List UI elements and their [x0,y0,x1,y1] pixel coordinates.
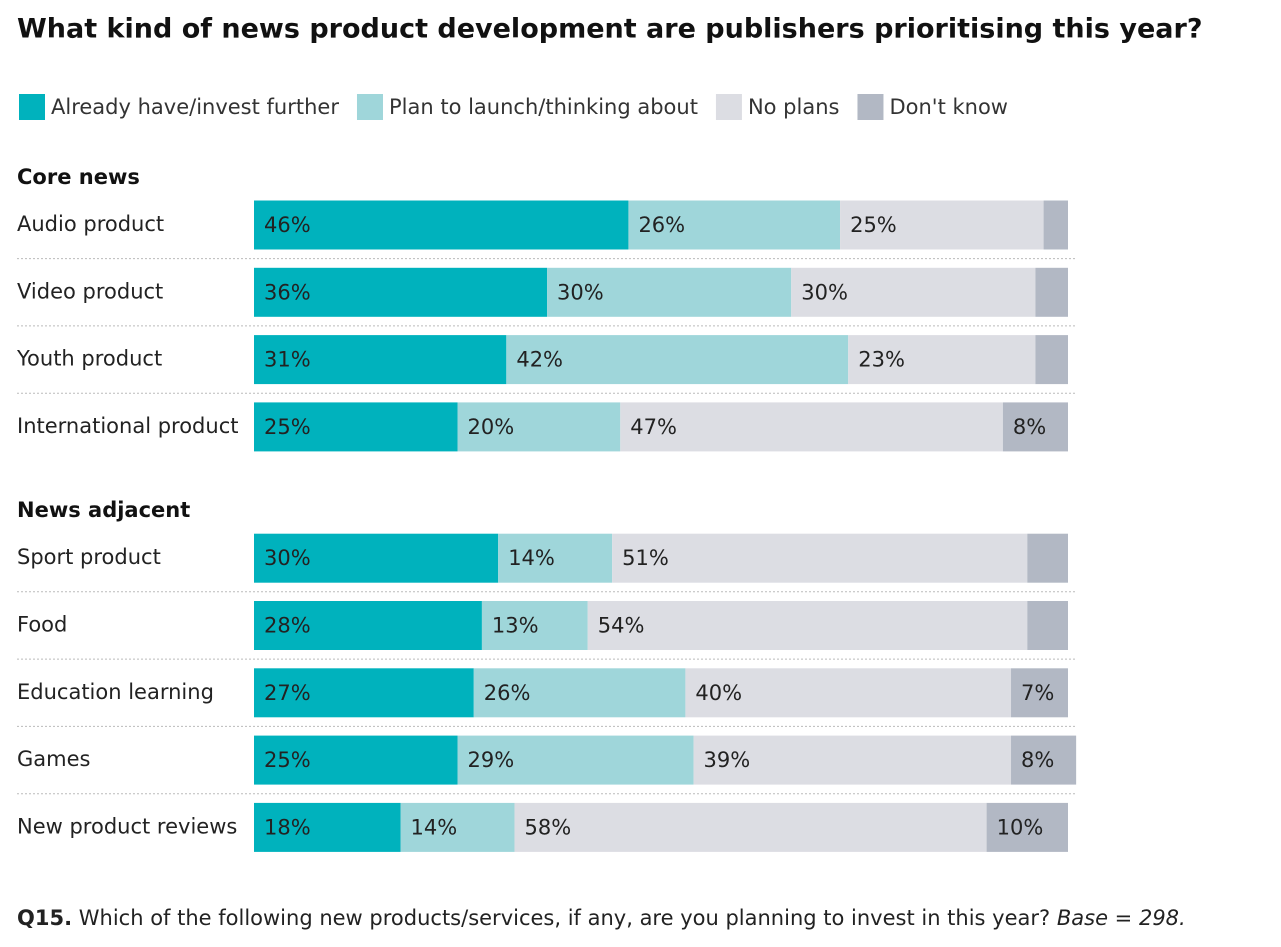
legend-swatch [19,94,45,120]
bar-segment [848,335,1036,385]
bar-segment [1027,601,1068,650]
bar-segment [628,200,841,250]
category-label: Education learning [17,680,214,704]
legend-label: Don't know [889,95,1008,119]
bar-segment [254,267,548,317]
group-header: News adjacent [17,498,190,522]
bar-segment [791,267,1036,317]
value-label: 25% [264,748,311,772]
category-label: Food [17,613,67,637]
value-label: 10% [997,815,1044,839]
bar-segment [1035,267,1068,317]
bar-segment [986,802,1068,852]
legend-label: Already have/invest further [51,95,339,119]
value-label: 36% [264,280,311,304]
value-label: 29% [468,748,515,772]
bar-segment [620,402,1003,452]
category-label: Sport product [17,545,161,569]
bar-segment [612,533,1028,583]
chart-title: What kind of news product development ar… [17,14,1202,45]
bar-segment [254,200,629,250]
category-label: New product reviews [17,814,237,838]
value-label: 27% [264,681,311,705]
value-label: 42% [516,348,563,372]
value-label: 51% [622,546,669,570]
category-label: Games [17,747,90,771]
footnote-text: Which of the following new products/serv… [79,906,1050,930]
value-label: 13% [492,614,539,638]
bar-segment [587,601,1028,650]
value-label: 30% [557,280,604,304]
bar-segment [1011,735,1077,785]
legend-swatch [715,94,742,120]
bar-segment [481,601,588,650]
value-label: 26% [638,213,685,237]
value-label: 14% [508,546,555,570]
value-label: 31% [264,348,311,372]
bar-segment [254,802,401,852]
value-label: 20% [468,415,515,439]
bar-segment [547,267,792,317]
bar-segment [254,735,458,785]
category-label: Video product [17,279,163,303]
legend-label: Plan to launch/thinking about [389,95,698,119]
bar-segment [254,335,507,385]
value-label: 54% [598,614,645,638]
category-label: International product [17,414,238,438]
legend-swatch [356,94,383,120]
bar-segment [1043,200,1068,250]
value-label: 40% [695,681,742,705]
bar-segment [400,802,515,852]
value-label: 39% [704,748,751,772]
bar-segment [457,735,694,785]
bar-segment [254,402,458,452]
category-label: Audio product [17,212,164,236]
bar-segment [1035,335,1068,385]
value-label: 47% [630,415,677,439]
footnote: Q15. Which of the following new products… [17,906,1186,930]
value-label: 18% [264,815,311,839]
bar-segment [840,200,1044,250]
bar-segment [457,402,621,452]
value-label: 23% [858,348,905,372]
legend-swatch [857,94,884,120]
footnote-base: Base = 298. [1057,906,1186,930]
value-label: 28% [264,614,311,638]
bar-segment [254,668,474,718]
bar-segment [685,668,1012,718]
bar-segment [254,601,482,650]
value-label: 7% [1021,681,1054,705]
value-label: 8% [1013,415,1046,439]
category-label: Youth product [16,347,162,371]
bar-segment [1002,402,1068,452]
value-label: 25% [264,415,311,439]
value-label: 58% [524,815,571,839]
value-label: 46% [264,213,311,237]
value-label: 30% [801,280,848,304]
bar-segment [254,533,499,583]
value-label: 30% [264,546,311,570]
bar-segment [506,335,849,385]
group-header: Core news [17,165,140,189]
value-label: 26% [484,681,531,705]
legend-label: No plans [748,95,840,119]
value-label: 25% [850,213,897,237]
bar-segment [693,735,1012,785]
bar-segment [1027,533,1068,583]
bar-segment [498,533,613,583]
value-label: 14% [411,815,458,839]
bar-segment [514,802,987,852]
footnote-label: Q15. [17,906,72,930]
value-label: 8% [1021,748,1054,772]
bar-segment [473,668,686,718]
bar-segment [1011,668,1068,718]
